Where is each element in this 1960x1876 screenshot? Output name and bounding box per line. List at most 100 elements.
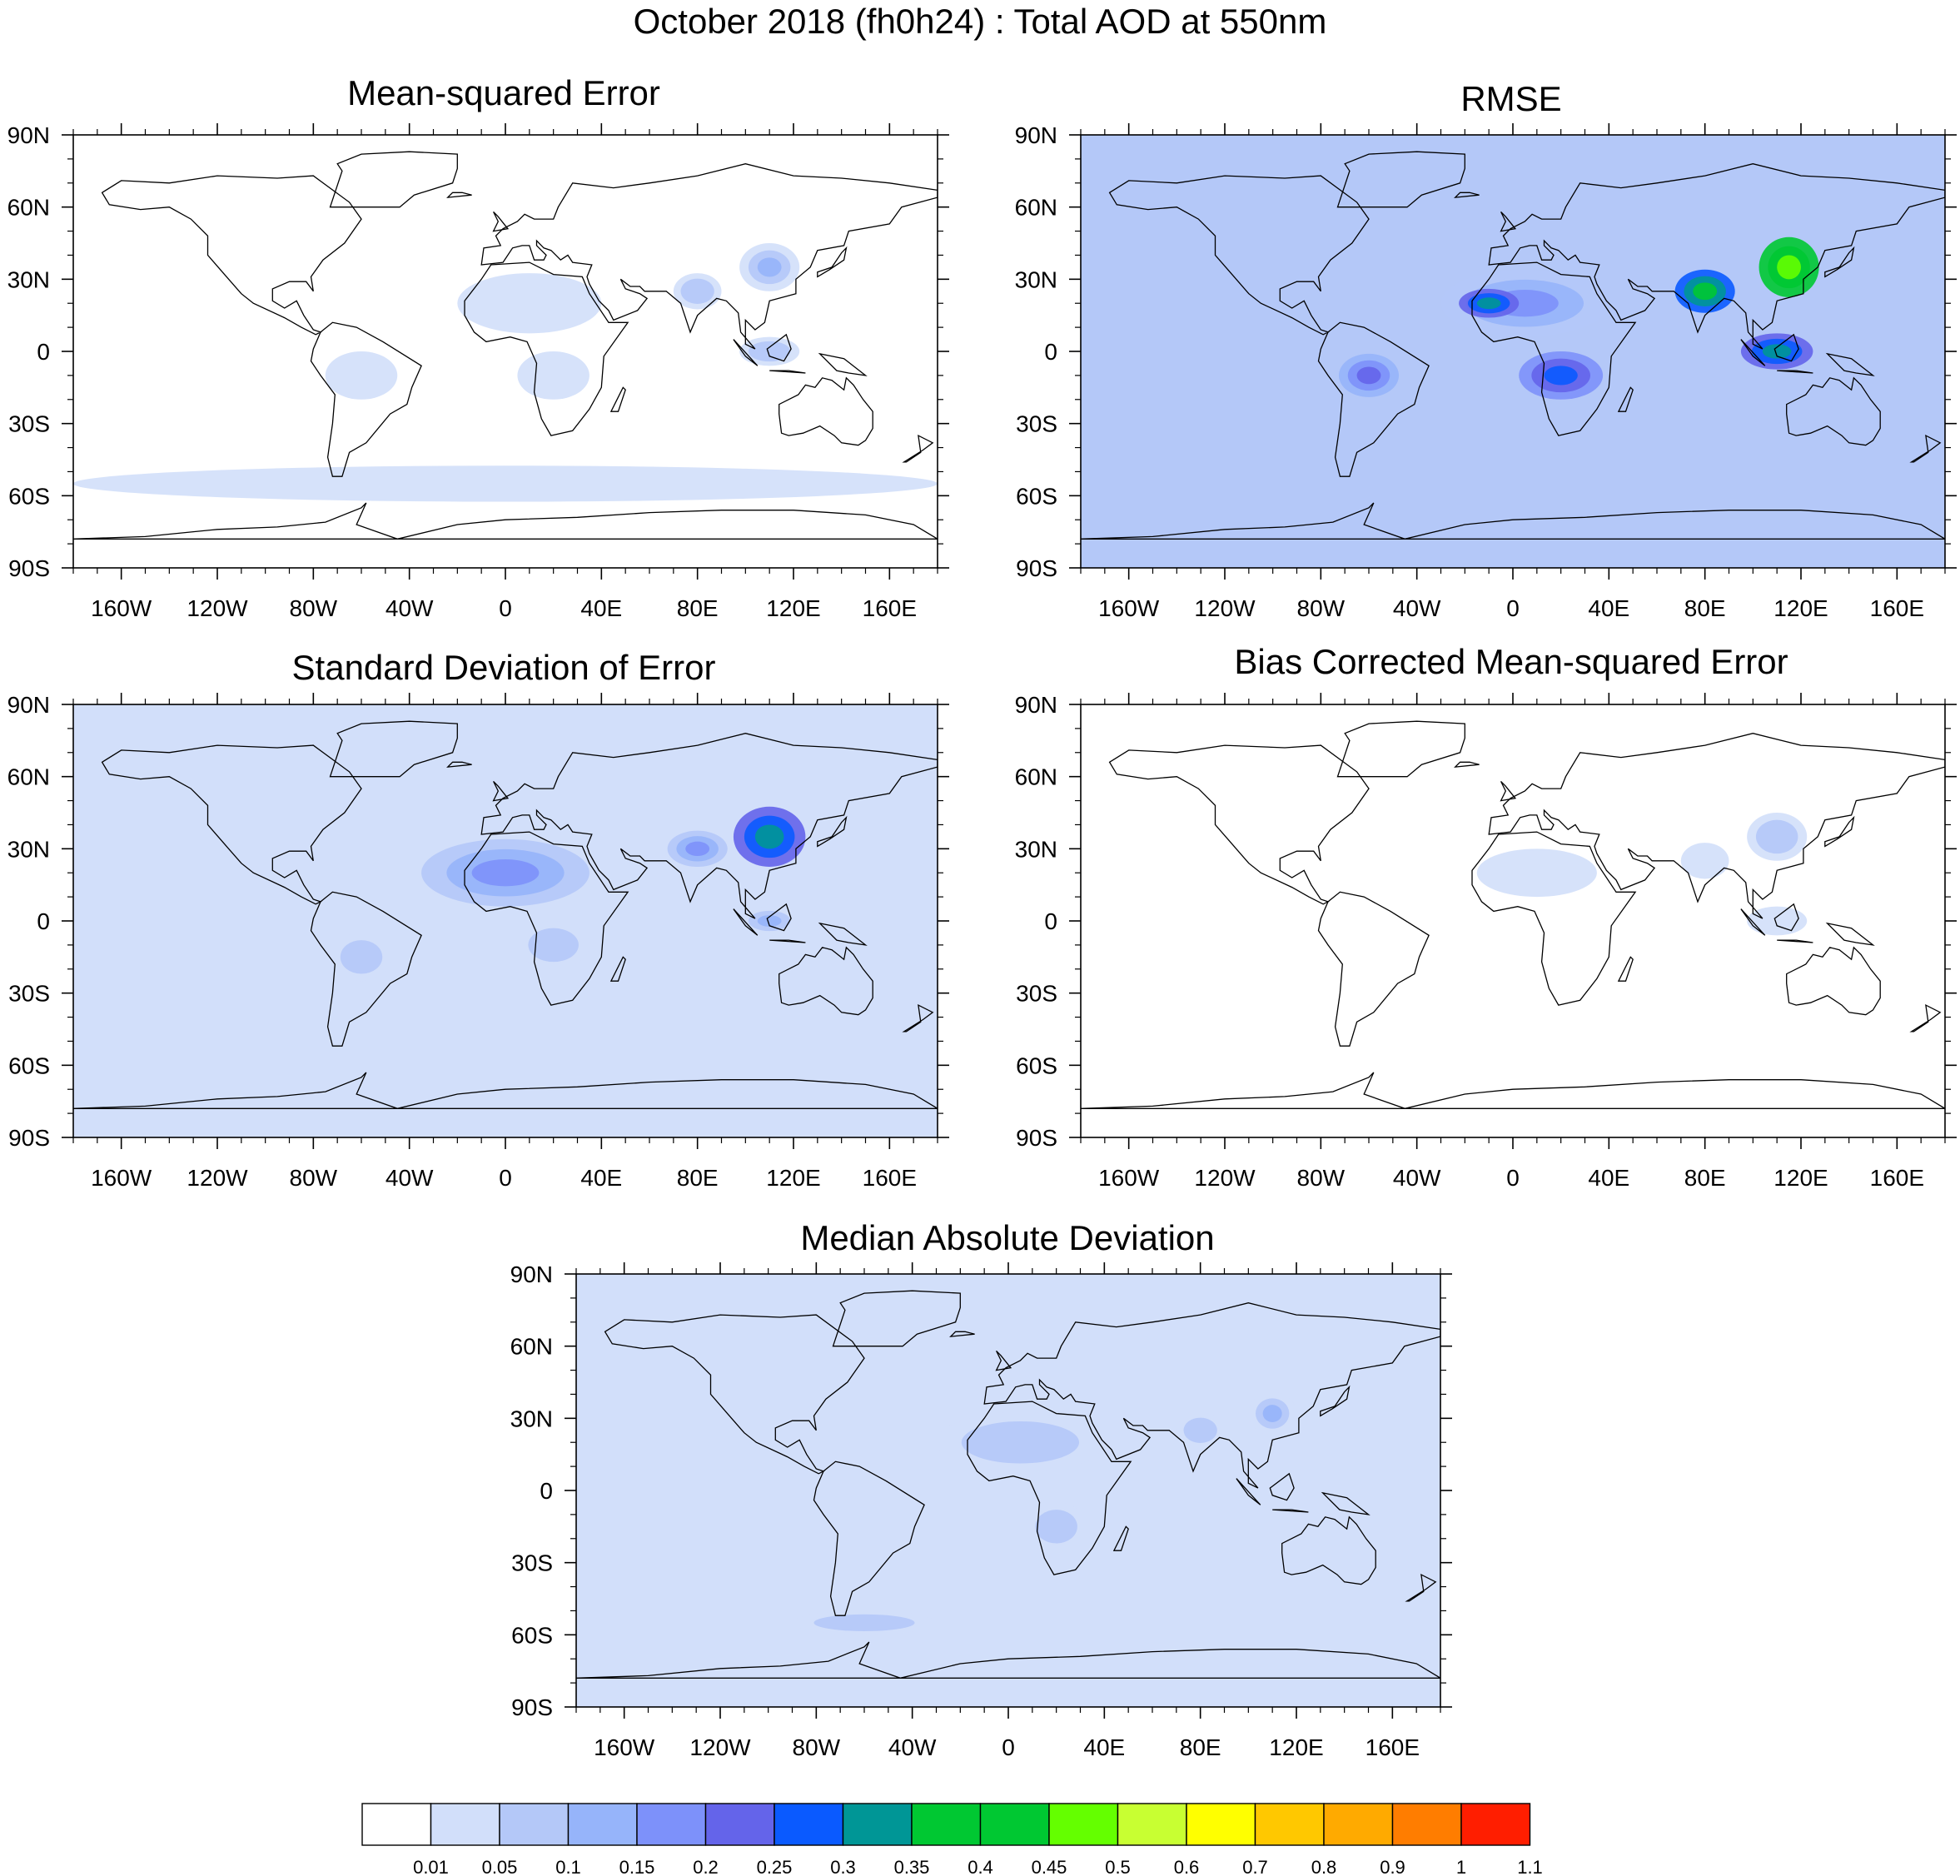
lon-label: 160W xyxy=(1098,1165,1160,1191)
lon-label: 0 xyxy=(1506,1165,1520,1191)
coastline xyxy=(1500,780,1517,802)
coastline xyxy=(1786,946,1881,1016)
coastline xyxy=(1108,175,1370,336)
coastline xyxy=(817,246,848,278)
coastline xyxy=(1825,922,1875,946)
lon-label: 160W xyxy=(1098,595,1160,621)
lat-label: 60N xyxy=(7,764,50,790)
colorbar-label: 0.15 xyxy=(619,1857,655,1876)
coastline xyxy=(733,908,759,936)
coastline xyxy=(995,1350,1012,1371)
aod-field-mark xyxy=(1747,906,1808,936)
lon-label: 40W xyxy=(386,595,434,621)
coastline xyxy=(73,1072,938,1109)
lat-label: 60N xyxy=(1015,764,1057,790)
lon-label: 40E xyxy=(1588,1165,1629,1191)
lon-label: 80W xyxy=(1297,595,1346,621)
coastline xyxy=(1488,163,1945,350)
coastline xyxy=(902,1003,934,1033)
aod-field-mark xyxy=(471,859,540,887)
coastline xyxy=(818,922,868,946)
colorbar-swatch xyxy=(1048,1803,1119,1846)
lat-label: 0 xyxy=(37,908,50,934)
coastline xyxy=(766,903,792,932)
panel-title-std: Standard Deviation of Error xyxy=(291,648,716,687)
coastline xyxy=(1269,1472,1295,1501)
panel-title-bcmse: Bias Corrected Mean-squared Error xyxy=(1234,642,1788,681)
lat-label: 0 xyxy=(540,1478,553,1504)
aod-field-mark xyxy=(528,928,579,963)
lon-label: 160E xyxy=(863,595,917,621)
coastline xyxy=(480,163,938,350)
aod-field-mark xyxy=(1476,297,1501,310)
colorbar-swatch xyxy=(774,1803,844,1846)
lon-label: 160W xyxy=(594,1734,655,1760)
coastline xyxy=(1773,333,1799,362)
coastline xyxy=(1740,339,1766,366)
colorbar-label: 0.8 xyxy=(1311,1857,1337,1876)
aod-field-mark xyxy=(1476,848,1597,898)
lat-label: 90S xyxy=(8,1125,50,1151)
colorbar-swatch xyxy=(911,1803,982,1846)
lon-label: 80E xyxy=(1684,1165,1726,1191)
colorbar-swatch xyxy=(499,1803,570,1846)
lon-label: 120W xyxy=(187,595,248,621)
coastline xyxy=(779,376,873,446)
colorbar-label: 0.2 xyxy=(693,1857,719,1876)
coastline xyxy=(779,946,873,1016)
lon-label: 40E xyxy=(1588,595,1629,621)
coastline xyxy=(480,733,938,919)
aod-field-mark xyxy=(1755,819,1798,854)
coastline xyxy=(1454,761,1480,768)
map-field xyxy=(1081,151,1945,540)
colorbar-label: 0.1 xyxy=(555,1857,581,1876)
map-ocean-background xyxy=(576,1274,1440,1707)
lon-label: 80W xyxy=(290,595,338,621)
coastline xyxy=(329,720,458,778)
map-ocean-background xyxy=(73,135,938,568)
lon-label: 160E xyxy=(1870,595,1924,621)
lon-label: 120E xyxy=(1773,1165,1828,1191)
coastline xyxy=(329,151,458,208)
coastline xyxy=(604,1314,865,1475)
coastline xyxy=(73,502,938,540)
colorbar-label: 0.6 xyxy=(1174,1857,1200,1876)
lon-label: 80E xyxy=(677,595,719,621)
main-title: October 2018 (fh0h24) : Total AOD at 550… xyxy=(633,2,1327,41)
lat-label: 60N xyxy=(7,195,50,221)
colorbar-swatch xyxy=(1254,1803,1325,1846)
lat-label: 90S xyxy=(511,1694,553,1720)
colorbar-label: 0.01 xyxy=(413,1857,449,1876)
coastline xyxy=(1786,376,1881,446)
lon-label: 40E xyxy=(1083,1734,1125,1760)
lat-label: 60N xyxy=(510,1334,553,1360)
coastline xyxy=(1909,1003,1942,1033)
lon-label: 120W xyxy=(689,1734,751,1760)
aod-field-mark xyxy=(813,1614,915,1631)
lat-label: 30N xyxy=(1015,266,1057,292)
colorbar-swatch xyxy=(979,1803,1050,1846)
lat-label: 30N xyxy=(510,1406,553,1431)
colorbar-swatch xyxy=(704,1803,775,1846)
coastline xyxy=(464,831,629,1006)
aod-field-mark xyxy=(325,351,398,400)
coastline xyxy=(1740,908,1766,936)
map-panel-mad: 90N 60N 30N 0 30S 60S 90S 160W 120W 80W 40W 0 40E 80E… xyxy=(510,1261,1452,1760)
lon-label: 80W xyxy=(290,1165,338,1191)
lat-label: 30S xyxy=(8,411,50,437)
coastline xyxy=(769,370,806,374)
colorbar: 0.01 0.05 0.1 0.15 0.2 0.25 0.3 0.35 0.4 0.45 0.5 0… xyxy=(361,1803,1543,1876)
lon-label: 120E xyxy=(766,595,820,621)
colorbar-swatch xyxy=(430,1803,500,1846)
aod-field-mark xyxy=(1693,282,1718,301)
coastline xyxy=(1773,903,1799,932)
lat-label: 60S xyxy=(8,483,50,509)
colorbar-swatch xyxy=(1117,1803,1187,1846)
coastline xyxy=(1777,370,1813,374)
colorbar-label: 0.4 xyxy=(968,1857,993,1876)
lon-label: 160E xyxy=(1366,1734,1420,1760)
coastline xyxy=(101,175,362,336)
aod-field-mark xyxy=(685,841,710,856)
coastline xyxy=(1321,1491,1371,1515)
panel-title-mse: Mean-squared Error xyxy=(347,73,660,112)
